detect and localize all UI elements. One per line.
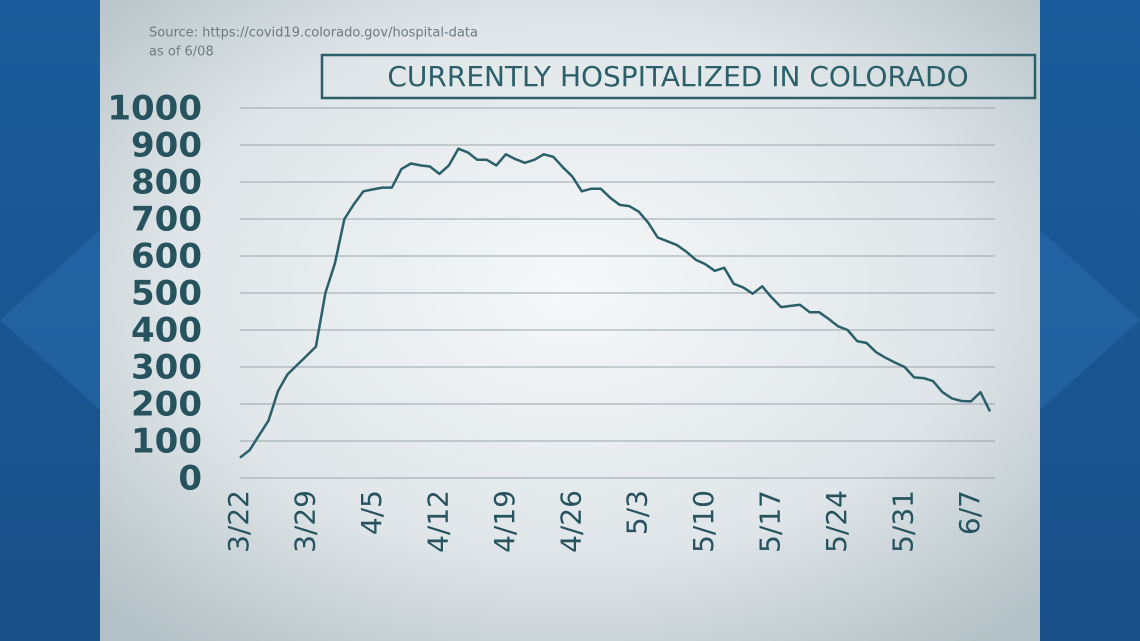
y-tick-label: 500 (131, 274, 202, 314)
x-tick-label: 5/17 (754, 490, 787, 553)
decoration (0, 230, 100, 410)
y-tick-label: 700 (131, 200, 202, 240)
y-tick-label: 300 (131, 348, 202, 388)
x-tick-label: 5/24 (820, 490, 853, 553)
y-tick-label: 1000 (107, 89, 202, 129)
x-tick-label: 3/22 (222, 490, 255, 553)
x-tick-label: 6/7 (953, 490, 986, 535)
y-tick-label: 900 (131, 126, 202, 166)
chart-title: CURRENTLY HOSPITALIZED IN COLORADO (387, 60, 968, 93)
x-tick-label: 5/31 (887, 490, 920, 553)
decoration (1040, 230, 1140, 410)
x-tick-label: 5/3 (621, 490, 654, 535)
x-tick-label: 4/19 (488, 490, 521, 553)
title-box (320, 53, 1037, 100)
panel (100, 0, 1040, 641)
y-tick-label: 100 (131, 422, 202, 462)
y-tick-label: 0 (178, 459, 202, 499)
x-tick-label: 4/26 (554, 490, 587, 553)
y-tick-label: 200 (131, 385, 202, 425)
y-tick-label: 400 (131, 311, 202, 351)
y-tick-label: 800 (131, 163, 202, 203)
x-tick-label: 4/5 (355, 490, 388, 535)
source: Source: https://covid19.colorado.gov/hos… (149, 26, 478, 41)
y-tick-label: 600 (131, 237, 202, 277)
data-line (239, 147, 992, 459)
x-tick-label: 3/29 (288, 490, 321, 553)
x-tick-label: 4/12 (421, 490, 454, 553)
x-tick-label: 5/10 (687, 490, 720, 553)
note: as of 6/08 (149, 45, 214, 60)
